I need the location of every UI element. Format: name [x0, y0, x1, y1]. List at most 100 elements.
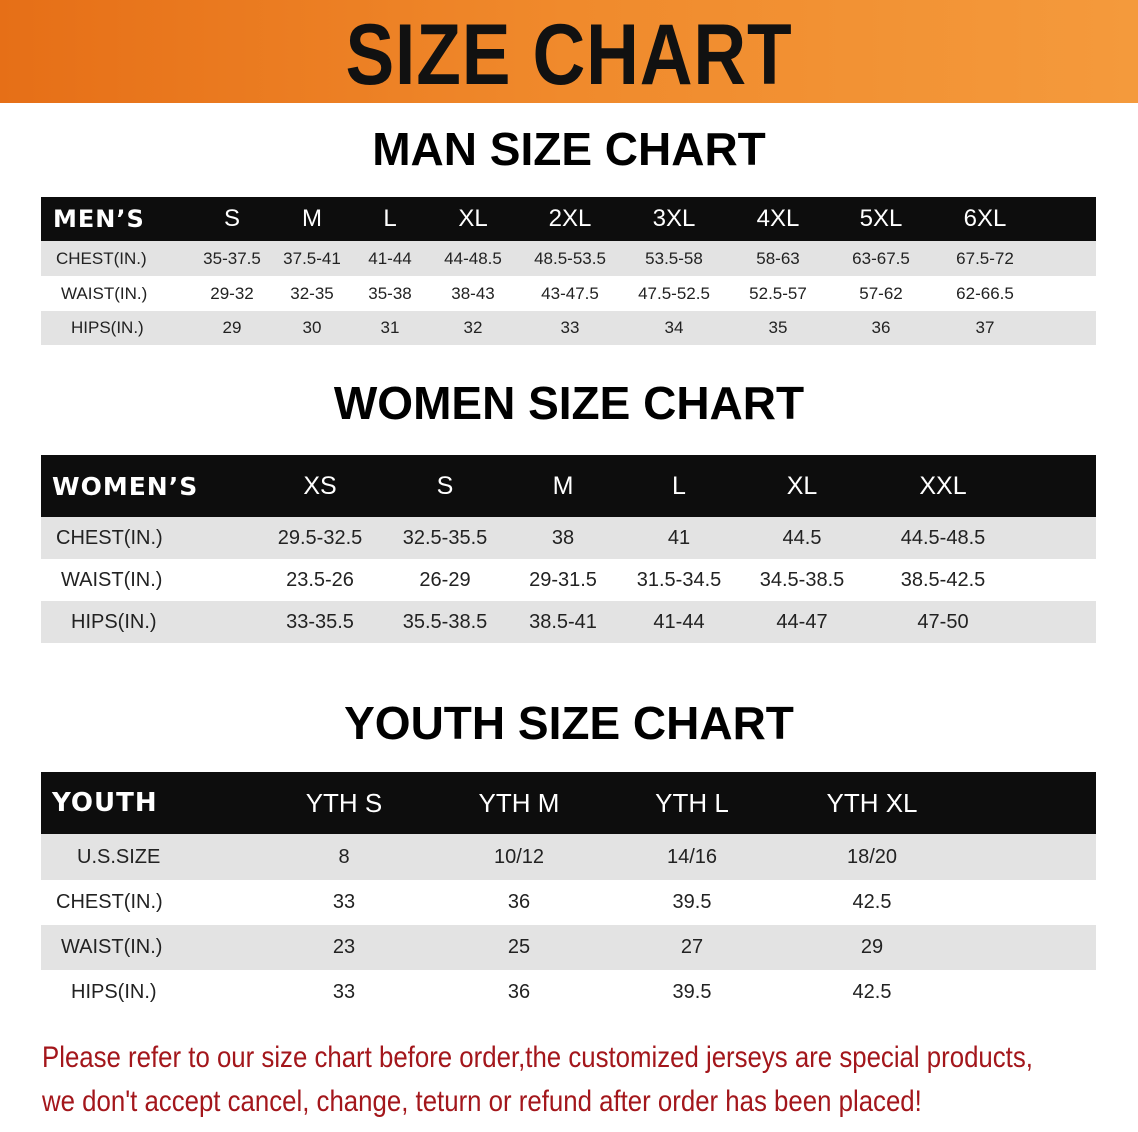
table-cell: 14/16 — [666, 845, 718, 868]
row-label: CHEST(IN.) — [56, 891, 163, 913]
row-label: HIPS(IN.) — [71, 610, 157, 633]
table-cell: 63-67.5 — [852, 248, 910, 268]
table-row: WAIST(IN.) 23.5-26 26-29 29-31.5 31.5-34.5 34… — [41, 559, 1096, 601]
size-header-2xl: 2XL — [548, 205, 592, 232]
table-cell: 47.5-52.5 — [638, 283, 710, 303]
banner-title: SIZE CHART — [345, 7, 793, 103]
size-header-xxl: XXL — [919, 471, 967, 500]
table-cell: 39.5 — [672, 891, 712, 913]
size-header-l: L — [672, 471, 686, 500]
table-cell: 47-50 — [917, 610, 969, 633]
table-cell: 58-63 — [756, 248, 800, 268]
row-label: CHEST(IN.) — [56, 526, 163, 549]
table-cell: 44.5 — [782, 526, 822, 549]
row-label: U.S.SIZE — [77, 845, 161, 868]
size-header-3xl: 3XL — [652, 205, 696, 232]
table-cell: 29-32 — [210, 283, 254, 303]
youth-section-title: YOUTH SIZE CHART — [344, 697, 794, 749]
table-cell: 30 — [302, 318, 322, 337]
table-cell: 36 — [507, 981, 531, 1003]
size-header-l: L — [383, 205, 397, 232]
size-header-xs: XS — [303, 471, 337, 500]
table-cell: 29 — [860, 936, 884, 958]
table-cell: 29 — [222, 318, 242, 337]
title-banner: SIZE CHART — [0, 0, 1138, 103]
table-cell: 18/20 — [846, 845, 898, 868]
table-cell: 38.5-42.5 — [900, 568, 986, 591]
row-label: HIPS(IN.) — [71, 318, 144, 337]
table-cell: 33 — [332, 891, 356, 913]
table-cell: 23 — [332, 936, 356, 958]
table-cell: 27 — [680, 936, 704, 958]
size-header-xl: XL — [458, 205, 488, 232]
size-header-s: S — [436, 471, 454, 500]
youth-size-table: YOUTH YTH S YTH M YTH L YTH XL U.S.SIZE 8 10/12… — [41, 772, 1096, 1015]
table-cell: 67.5-72 — [956, 248, 1014, 268]
size-header-6xl: 6XL — [963, 205, 1007, 232]
table-cell: 53.5-58 — [645, 248, 703, 268]
size-header-m: M — [552, 471, 574, 500]
table-cell: 32-35 — [290, 283, 334, 303]
size-header-yth-m: YTH M — [478, 787, 560, 818]
men-header-row: MEN’S S M L XL 2XL 3XL 4XL 5XL 6XL — [41, 197, 1096, 241]
table-row: CHEST(IN.) 35-37.5 37.5-41 41-44 44-48.5 48.5… — [41, 241, 1096, 276]
table-cell: 26-29 — [419, 568, 471, 591]
table-cell: 33-35.5 — [286, 610, 354, 633]
table-cell: 29-31.5 — [529, 568, 597, 591]
table-cell: 36 — [507, 891, 531, 913]
table-row: U.S.SIZE 8 10/12 14/16 18/20 — [41, 834, 1096, 880]
order-notice: Please refer to our size chart before or… — [42, 1036, 1033, 1124]
size-header-5xl: 5XL — [859, 205, 903, 232]
men-section-title: MAN SIZE CHART — [372, 123, 766, 175]
table-cell: 25 — [507, 936, 531, 958]
table-cell: 48.5-53.5 — [534, 248, 606, 268]
table-cell: 41-44 — [368, 248, 412, 268]
table-cell: 43-47.5 — [541, 283, 599, 303]
size-header-yth-l: YTH L — [655, 787, 729, 818]
table-cell: 37 — [975, 318, 995, 337]
women-size-table: WOMEN’S XS S M L XL XXL CHEST(IN.) 29.5-32.5 32.5… — [41, 455, 1096, 643]
notice-line-1: Please refer to our size chart before or… — [42, 1041, 1033, 1074]
row-label: WAIST(IN.) — [61, 936, 163, 958]
size-header-4xl: 4XL — [756, 205, 800, 232]
size-header-s: S — [223, 205, 241, 232]
women-section-title: WOMEN SIZE CHART — [333, 377, 805, 429]
table-cell: 29.5-32.5 — [277, 526, 363, 549]
notice-line-2: we don't accept cancel, change, teturn o… — [42, 1085, 922, 1118]
table-cell: 10/12 — [493, 845, 545, 868]
row-label: CHEST(IN.) — [56, 248, 147, 268]
table-cell: 44.5-48.5 — [900, 526, 986, 549]
table-cell: 8 — [338, 845, 350, 868]
women-header-label: WOMEN’S — [52, 471, 199, 501]
table-row: CHEST(IN.) 33 36 39.5 42.5 — [41, 880, 1096, 925]
men-header-label: MEN’S — [53, 205, 145, 233]
table-row: CHEST(IN.) 29.5-32.5 32.5-35.5 38 41 44.5 44.5… — [41, 517, 1096, 559]
table-cell: 38 — [551, 526, 575, 549]
women-header-row: WOMEN’S XS S M L XL XXL — [41, 455, 1096, 517]
table-cell: 23.5-26 — [286, 568, 354, 591]
size-header-yth-s: YTH S — [305, 787, 383, 818]
table-cell: 34.5-38.5 — [759, 568, 845, 591]
table-cell: 36 — [871, 318, 891, 337]
table-cell: 41 — [667, 526, 691, 549]
table-cell: 35.5-38.5 — [402, 610, 488, 633]
table-cell: 37.5-41 — [283, 248, 341, 268]
table-cell: 44-47 — [776, 610, 828, 633]
table-cell: 35-37.5 — [203, 248, 261, 268]
size-header-xl: XL — [786, 471, 818, 500]
table-cell: 62-66.5 — [956, 283, 1014, 303]
table-cell: 39.5 — [672, 981, 712, 1003]
table-cell: 35-38 — [368, 283, 412, 303]
table-cell: 52.5-57 — [749, 283, 807, 303]
row-label: WAIST(IN.) — [61, 568, 163, 591]
table-cell: 31 — [380, 318, 400, 337]
table-cell: 32 — [463, 318, 483, 337]
table-cell: 42.5 — [852, 891, 892, 913]
table-cell: 32.5-35.5 — [402, 526, 488, 549]
size-header-m: M — [302, 205, 322, 232]
row-label: WAIST(IN.) — [61, 283, 148, 303]
table-cell: 33 — [332, 981, 356, 1003]
table-row: WAIST(IN.) 23 25 27 29 — [41, 925, 1096, 970]
table-cell: 38.5-41 — [529, 610, 597, 633]
table-cell: 42.5 — [852, 981, 892, 1003]
